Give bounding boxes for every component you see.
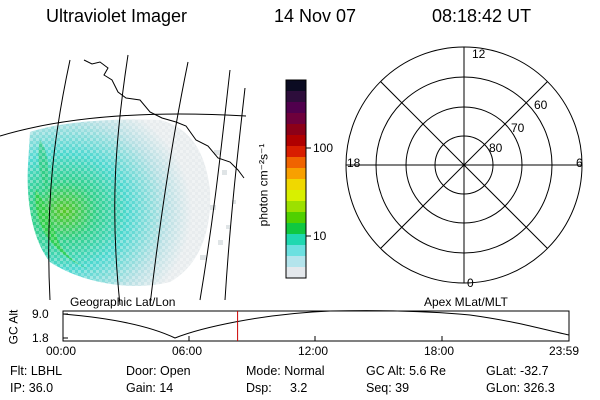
- altitude-x-tick-2: 12:00: [298, 344, 329, 358]
- colorbar-tick-10: 10: [313, 229, 327, 243]
- faint-emission: [200, 150, 236, 260]
- lat-label-70: 70: [511, 121, 525, 135]
- colorbar-swatch: [286, 102, 306, 114]
- altitude-axis-label: GC Alt: [6, 309, 21, 345]
- colorbar-swatch: [286, 223, 306, 235]
- glon-info: GLon: 326.3: [486, 381, 555, 395]
- lat-label-80: 80: [489, 141, 503, 155]
- colorbar-swatch: [286, 91, 306, 103]
- colorbar-swatch: [286, 146, 306, 158]
- seq-info: Seq: 39: [366, 381, 410, 395]
- mlt-label-6: 6: [576, 156, 583, 170]
- altitude-plot-frame: [62, 310, 570, 342]
- colorbar-swatch: [286, 212, 306, 224]
- colorbar-swatch: [286, 157, 306, 169]
- colorbar-swatch: [286, 179, 306, 191]
- instrument-title: Ultraviolet Imager: [46, 6, 188, 26]
- colorbar-swatch: [286, 267, 306, 279]
- altitude-x-tick-4: 23:59: [549, 344, 580, 358]
- altitude-x-tick-3: 18:00: [424, 344, 455, 358]
- colorbar-frame: [285, 79, 307, 279]
- mlt-label-18: 18: [347, 156, 361, 170]
- mode-info: Mode: Normal: [246, 364, 325, 378]
- colorbar-swatch: [286, 201, 306, 213]
- door-info: Door: Open: [126, 364, 191, 378]
- polar-diagonal-2: [380, 81, 548, 249]
- lat-label-60: 60: [534, 98, 548, 112]
- longitude-lines: [48, 54, 246, 306]
- colorbar-swatch: [286, 256, 306, 268]
- altitude-y-tick-high: 9.0: [32, 307, 49, 321]
- mlt-label-0: 0: [467, 276, 474, 290]
- colorbar-swatch: [286, 135, 306, 147]
- colorbar-swatch: [286, 190, 306, 202]
- gain-info: Gain: 14: [126, 381, 174, 395]
- map-panel-label: Geographic Lat/Lon: [70, 295, 176, 309]
- gc-alt-info: GC Alt: 5.6 Re: [366, 364, 446, 378]
- colorbar-swatches: [286, 80, 306, 279]
- altitude-x-tick-1: 06:00: [172, 344, 203, 358]
- glat-info: GLat: -32.7: [486, 364, 549, 378]
- colorbar-swatch: [286, 124, 306, 136]
- date-label: 14 Nov 07: [274, 6, 357, 26]
- dsp-label: Dsp:: [246, 381, 272, 395]
- polar-panel-label: Apex MLat/MLT: [424, 295, 508, 309]
- dsp-value: 3.2: [290, 381, 308, 395]
- colorbar-swatch: [286, 234, 306, 246]
- altitude-y-tick-low: 1.8: [32, 331, 49, 345]
- altitude-x-tick-0: 00:00: [46, 344, 77, 358]
- colorbar-swatch: [286, 245, 306, 257]
- altitude-x-ticks: [62, 336, 570, 341]
- colorbar-swatch: [286, 80, 306, 92]
- speckle-texture: [27, 119, 211, 286]
- filter-info: Flt: LBHL: [10, 364, 63, 378]
- colorbar-swatch: [286, 113, 306, 125]
- colorbar-tick-100: 100: [313, 141, 334, 155]
- latitude-line: [0, 113, 247, 137]
- colorbar-swatch: [286, 168, 306, 180]
- altitude-curve: [62, 310, 570, 339]
- mlt-label-12: 12: [472, 47, 486, 61]
- ip-info: IP: 36.0: [10, 381, 54, 395]
- coastline: [83, 59, 245, 179]
- time-label: 08:18:42 UT: [432, 6, 532, 26]
